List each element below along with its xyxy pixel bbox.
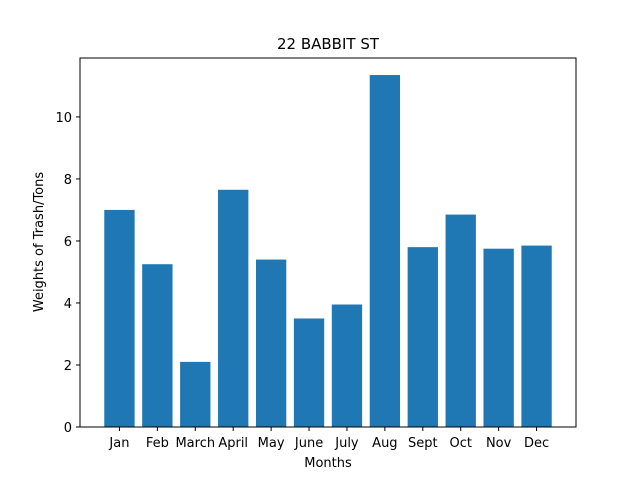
y-tick-label-8: 8 bbox=[64, 173, 72, 188]
bar-july bbox=[331, 304, 363, 427]
bar-aug bbox=[369, 75, 401, 428]
bar-dec bbox=[521, 245, 552, 427]
y-tick-label-6: 6 bbox=[64, 235, 72, 250]
y-tick-label-4: 4 bbox=[64, 297, 72, 312]
x-tick-label-dec: Dec bbox=[524, 436, 549, 451]
x-tick-label-april: April bbox=[218, 436, 248, 451]
y-tick-label-2: 2 bbox=[64, 359, 72, 374]
x-tick-label-feb: Feb bbox=[146, 436, 169, 451]
bar-may bbox=[255, 259, 287, 427]
x-tick-label-nov: Nov bbox=[486, 436, 512, 451]
bar-jan bbox=[104, 209, 135, 427]
bar-march bbox=[180, 361, 211, 427]
x-tick-label-july: July bbox=[334, 436, 359, 451]
x-tick-label-june: June bbox=[294, 436, 323, 451]
bar-oct bbox=[445, 214, 476, 427]
x-tick-label-march: March bbox=[175, 436, 215, 451]
y-tick-label-0: 0 bbox=[64, 421, 72, 436]
y-axis-ticks: 0 2 4 6 8 10 bbox=[55, 111, 80, 436]
x-axis-label: Months bbox=[304, 456, 352, 471]
bar-nov bbox=[483, 248, 514, 427]
x-tick-label-may: May bbox=[258, 436, 285, 451]
plot-frame bbox=[79, 57, 577, 428]
bars-group bbox=[104, 75, 552, 428]
y-tick-label-10: 10 bbox=[55, 111, 72, 126]
x-tick-label-jan: Jan bbox=[108, 436, 129, 451]
bar-april bbox=[218, 189, 249, 427]
y-axis-label: Weights of Trash/Tons bbox=[32, 172, 47, 313]
x-tick-label-sept: Sept bbox=[408, 436, 438, 451]
bar-june bbox=[293, 318, 325, 427]
x-axis-ticks: Jan Feb March April May June July Aug Sept Oct Nov… bbox=[108, 427, 549, 451]
chart-title: 22 BABBIT ST bbox=[277, 35, 380, 53]
bar-sept bbox=[407, 247, 438, 427]
x-tick-label-oct: Oct bbox=[449, 436, 471, 451]
x-tick-label-aug: Aug bbox=[372, 436, 397, 451]
bar-feb bbox=[142, 264, 173, 427]
